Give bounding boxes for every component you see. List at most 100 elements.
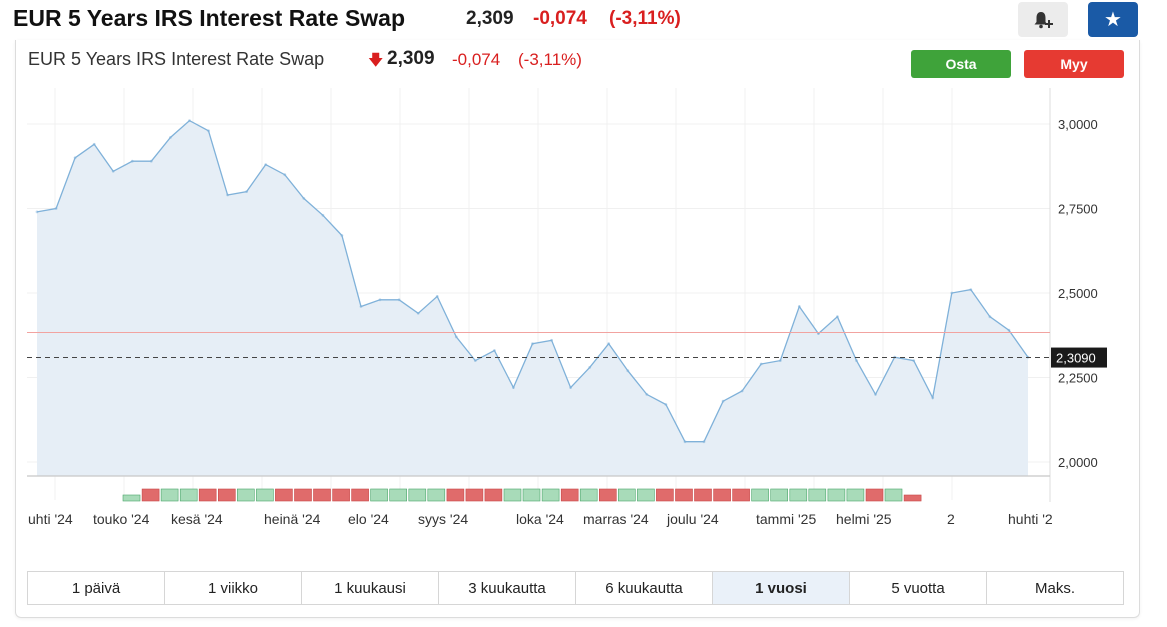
volume-bar: [179, 488, 198, 502]
instrument-price: 2,309: [466, 8, 514, 29]
volume-bar: [865, 488, 884, 502]
volume-bar: [579, 488, 598, 502]
volume-bar: [713, 488, 731, 502]
volume-bar: [789, 488, 808, 502]
x-tick-label: helmi '25: [836, 511, 892, 527]
buy-button[interactable]: Osta: [911, 50, 1011, 78]
price-point: [245, 190, 249, 194]
price-point: [931, 396, 935, 400]
volume-bar: [827, 488, 846, 502]
price-point: [359, 305, 363, 308]
price-point: [988, 315, 992, 319]
volume-bar: [275, 488, 293, 502]
y-tick-label: 2,0000: [1058, 455, 1098, 470]
volume-bar: [808, 488, 827, 502]
instrument-change-percent: (-3,11%): [609, 8, 681, 29]
top-bar: EUR 5 Years IRS Interest Rate Swap 2,309…: [0, 0, 1167, 40]
volume-bar: [294, 488, 312, 502]
range-button[interactable]: 1 kuukausi: [302, 572, 439, 604]
volume-bar: [370, 488, 388, 502]
last-price-label: 2,3090: [1056, 351, 1096, 366]
y-tick-label: 2,2500: [1058, 371, 1098, 386]
volume-bar: [389, 488, 408, 502]
x-tick-label: uhti '24: [28, 511, 73, 527]
price-chart[interactable]: 3,00002,75002,50002,25002,0000Investing.…: [0, 0, 1167, 540]
volume-bar: [617, 488, 636, 502]
price-point: [35, 210, 39, 214]
volume-bar: [751, 488, 769, 502]
price-point: [569, 386, 572, 389]
star-icon: ★: [1104, 9, 1122, 31]
range-button[interactable]: 1 viikko: [165, 572, 302, 604]
volume-bar: [522, 488, 541, 502]
price-point: [493, 349, 496, 352]
volume-bar: [846, 488, 865, 502]
volume-bar: [732, 488, 750, 502]
price-point: [207, 129, 210, 133]
price-point: [645, 393, 649, 396]
price-point: [416, 311, 420, 315]
price-point: [283, 173, 287, 177]
x-tick-label: huhti '2: [1008, 511, 1053, 527]
time-range-selector: 1 päivä 1 viikko 1 kuukausi 3 kuukautta 6 ku…: [27, 571, 1124, 605]
price-point: [340, 234, 344, 237]
volume-bar: [122, 494, 141, 502]
volume-bar: [351, 488, 369, 502]
volume-bar: [903, 494, 922, 502]
volume-bar: [332, 488, 350, 502]
create-alert-button[interactable]: [1018, 2, 1068, 37]
chart-panel: [15, 40, 1140, 618]
price-point: [550, 338, 553, 342]
price-point: [302, 197, 306, 200]
range-button[interactable]: 3 kuukautta: [439, 572, 576, 604]
volume-bar: [408, 488, 427, 502]
price-point: [664, 403, 668, 406]
price-point: [378, 298, 382, 302]
x-tick-label: tammi '25: [756, 511, 816, 527]
volume-bar: [541, 488, 560, 502]
price-point: [435, 295, 439, 298]
volume-bar: [694, 488, 712, 502]
price-point: [169, 136, 172, 139]
price-point: [740, 389, 744, 393]
x-tick-label: touko '24: [93, 511, 150, 527]
price-point: [321, 213, 325, 217]
add-to-watchlist-button[interactable]: ★: [1088, 2, 1138, 37]
down-arrow-icon: 🡇: [368, 52, 384, 69]
range-button[interactable]: 5 vuotta: [850, 572, 987, 604]
x-tick-label: kesä '24: [171, 511, 223, 527]
x-tick-label: loka '24: [516, 511, 564, 527]
volume-bar: [218, 488, 236, 502]
y-tick-label: 3,0000: [1058, 117, 1098, 132]
price-point: [226, 193, 230, 197]
range-button[interactable]: Maks.: [1034, 579, 1075, 597]
range-button[interactable]: 6 kuukautta: [576, 572, 713, 604]
price-point: [1007, 328, 1011, 332]
volume-bar: [656, 488, 674, 502]
sell-button[interactable]: Myy: [1024, 50, 1124, 78]
price-point: [397, 298, 401, 302]
price-point: [149, 159, 153, 163]
price-point: [874, 393, 877, 396]
price-point: [683, 440, 687, 444]
y-tick-label: 2,7500: [1058, 202, 1098, 217]
price-point: [92, 142, 96, 146]
price-point: [54, 207, 58, 210]
chart-change-percent: (-3,11%): [518, 50, 582, 69]
volume-bar: [465, 488, 484, 502]
price-point: [836, 315, 839, 319]
price-point: [73, 156, 77, 160]
range-button[interactable]: 1 vuosi: [713, 572, 850, 604]
price-point: [759, 362, 763, 366]
volume-bar: [503, 488, 522, 502]
price-point: [855, 359, 858, 362]
range-button[interactable]: 1 päivä: [28, 572, 165, 604]
price-point: [130, 159, 134, 163]
x-tick-label: joulu '24: [666, 511, 719, 527]
volume-bar: [160, 488, 179, 502]
volume-bar: [256, 488, 274, 502]
price-point: [969, 288, 973, 291]
instrument-change: -0,074: [533, 8, 587, 29]
price-point: [188, 119, 191, 122]
volume-bar: [141, 488, 160, 502]
